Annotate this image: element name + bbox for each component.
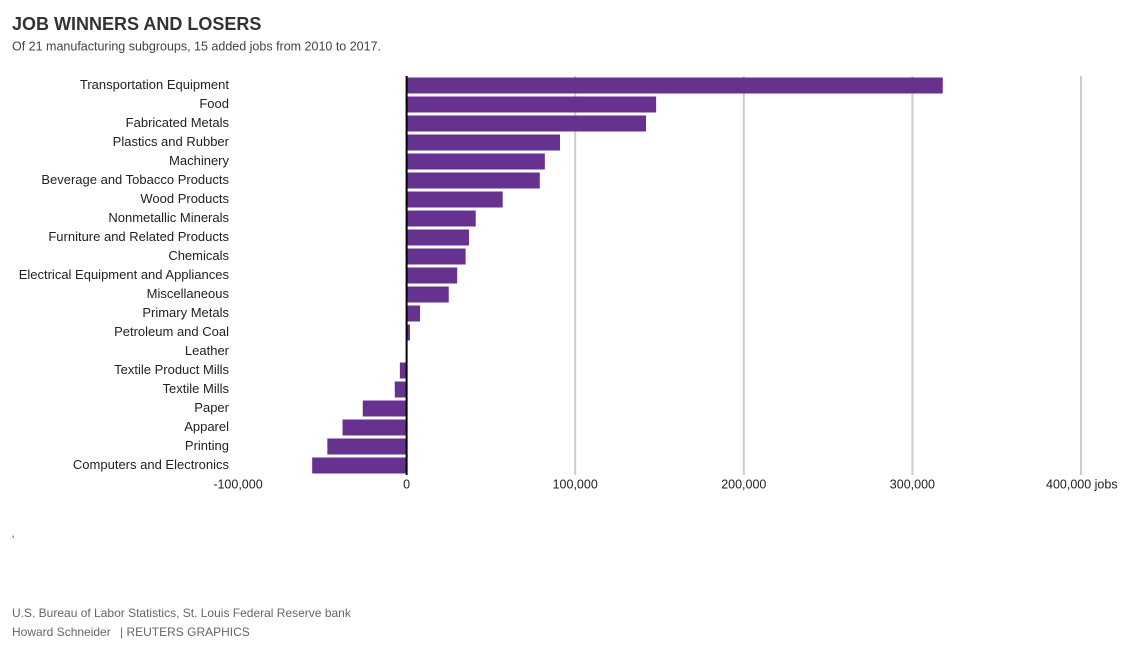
bar (342, 419, 407, 436)
bar (406, 191, 503, 208)
x-tick-label: 0 (403, 477, 410, 491)
bar (406, 248, 466, 265)
bar (327, 438, 407, 455)
bar (406, 286, 449, 303)
y-tick-label: Electrical Equipment and Appliances (19, 267, 230, 282)
bar (406, 172, 540, 189)
credit: | REUTERS GRAPHICS (120, 625, 250, 639)
y-tick-label: Transportation Equipment (80, 77, 229, 92)
chart-title: JOB WINNERS AND LOSERS (12, 14, 261, 34)
y-tick-label: Apparel (184, 419, 229, 434)
y-tick-label: Furniture and Related Products (48, 229, 229, 244)
bar (406, 305, 421, 322)
y-tick-label: Paper (194, 400, 229, 415)
author: Howard Schneider (12, 625, 111, 639)
bar (399, 362, 407, 379)
y-tick-label: Petroleum and Coal (114, 324, 229, 339)
bar (406, 324, 410, 341)
y-tick-label: Primary Metals (142, 305, 229, 320)
y-tick-label: Leather (185, 343, 230, 358)
y-tick-label: Nonmetallic Minerals (108, 210, 229, 225)
bar (394, 381, 407, 398)
y-tick-label: Miscellaneous (147, 286, 230, 301)
bar (406, 134, 561, 151)
bar (406, 210, 476, 227)
y-tick-label: Wood Products (140, 191, 229, 206)
bar (406, 267, 458, 284)
y-tick-label: Textile Product Mills (114, 362, 229, 377)
y-tick-label: Chemicals (168, 248, 229, 263)
bar (312, 457, 407, 474)
chart-subtitle: Of 21 manufacturing subgroups, 15 added … (12, 39, 381, 53)
y-tick-label: Printing (185, 438, 229, 453)
bar (406, 96, 657, 113)
bar (406, 229, 469, 246)
bar (406, 115, 647, 132)
bar (362, 400, 407, 417)
y-tick-label: Food (199, 96, 229, 111)
x-tick-label: 200,000 (721, 477, 766, 491)
footnote-mark: ' (12, 533, 14, 547)
bar (406, 153, 545, 170)
x-tick-label: -100,000 (213, 477, 262, 491)
y-tick-label: Computers and Electronics (73, 457, 230, 472)
bar (406, 77, 943, 94)
x-tick-label: 300,000 (890, 477, 935, 491)
y-tick-label: Beverage and Tobacco Products (41, 172, 229, 187)
y-tick-label: Fabricated Metals (126, 115, 230, 130)
source: U.S. Bureau of Labor Statistics, St. Lou… (12, 606, 352, 620)
y-tick-label: Plastics and Rubber (113, 134, 230, 149)
x-tick-label: 400,000 jobs (1046, 477, 1118, 491)
x-tick-label: 100,000 (553, 477, 598, 491)
y-tick-label: Textile Mills (163, 381, 230, 396)
y-tick-label: Machinery (169, 153, 229, 168)
